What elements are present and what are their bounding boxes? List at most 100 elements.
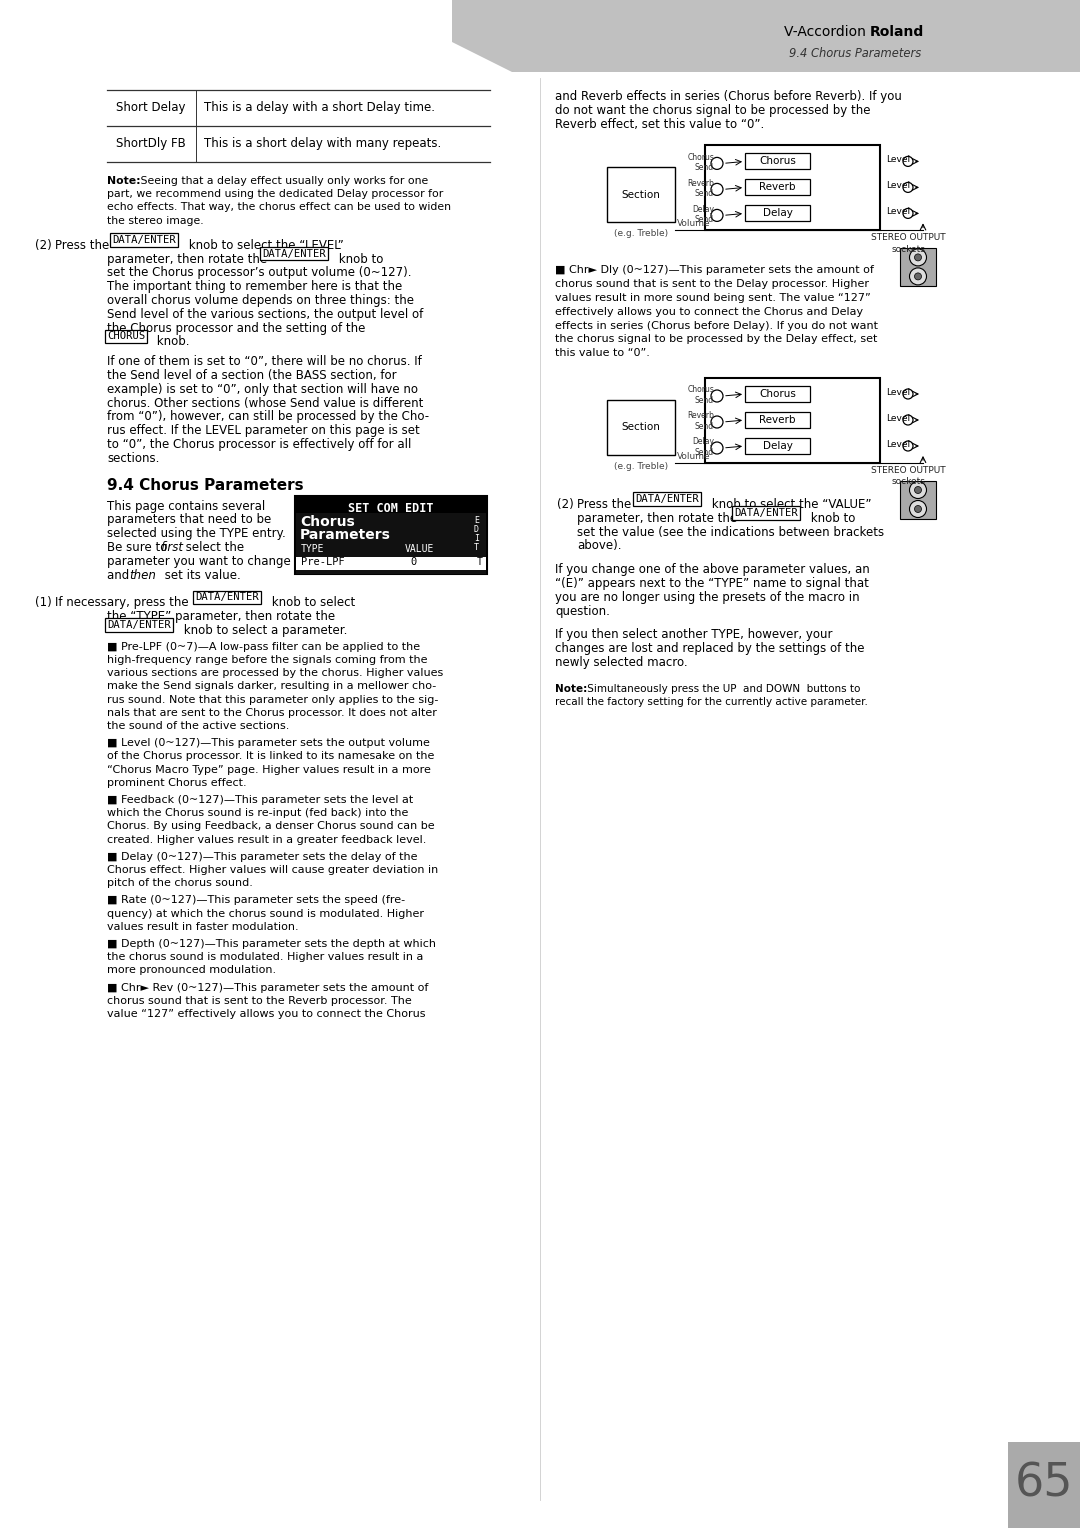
Text: Simultaneously press the UP  and DOWN  buttons to: Simultaneously press the UP and DOWN but… bbox=[584, 685, 861, 694]
Text: T: T bbox=[474, 542, 480, 552]
Text: Level: Level bbox=[886, 208, 910, 217]
Circle shape bbox=[915, 486, 921, 494]
Text: the stereo image.: the stereo image. bbox=[107, 215, 204, 226]
Text: effectively allows you to connect the Chorus and Delay: effectively allows you to connect the Ch… bbox=[555, 307, 863, 316]
Text: ■ Delay (0~127)—This parameter sets the delay of the: ■ Delay (0~127)—This parameter sets the … bbox=[107, 851, 418, 862]
Circle shape bbox=[711, 442, 723, 454]
Text: select the: select the bbox=[183, 541, 244, 555]
Text: If you then select another TYPE, however, your: If you then select another TYPE, however… bbox=[555, 628, 833, 642]
Text: knob to: knob to bbox=[335, 252, 383, 266]
Text: you are no longer using the presets of the macro in: you are no longer using the presets of t… bbox=[555, 591, 860, 604]
Text: ■ Chr► Dly (0~127)—This parameter sets the amount of: ■ Chr► Dly (0~127)—This parameter sets t… bbox=[555, 266, 874, 275]
Circle shape bbox=[903, 442, 913, 451]
Text: chorus. Other sections (whose Send value is different: chorus. Other sections (whose Send value… bbox=[107, 397, 423, 410]
Text: Delay: Delay bbox=[762, 208, 793, 219]
Bar bbox=[900, 249, 936, 286]
Text: Reverb
Send: Reverb Send bbox=[687, 411, 714, 431]
Text: Chorus: Chorus bbox=[300, 515, 354, 529]
Text: Parameters: Parameters bbox=[300, 527, 391, 541]
Circle shape bbox=[915, 274, 921, 280]
Text: values result in faster modulation.: values result in faster modulation. bbox=[107, 921, 299, 932]
Text: Delay
Send: Delay Send bbox=[692, 205, 714, 225]
Circle shape bbox=[909, 249, 927, 266]
Bar bbox=[607, 168, 675, 223]
Text: 9.4 Chorus Parameters: 9.4 Chorus Parameters bbox=[788, 47, 921, 60]
Text: knob to: knob to bbox=[807, 512, 855, 524]
Circle shape bbox=[903, 182, 913, 193]
Text: parameter you want to change: parameter you want to change bbox=[107, 555, 291, 568]
Text: the chorus signal to be processed by the Delay effect, set: the chorus signal to be processed by the… bbox=[555, 335, 877, 344]
Text: nals that are sent to the Chorus processor. It does not alter: nals that are sent to the Chorus process… bbox=[107, 707, 437, 718]
Text: SET COM EDIT: SET COM EDIT bbox=[348, 501, 434, 515]
Text: rus sound. Note that this parameter only applies to the sig-: rus sound. Note that this parameter only… bbox=[107, 695, 438, 704]
Text: quency) at which the chorus sound is modulated. Higher: quency) at which the chorus sound is mod… bbox=[107, 909, 424, 918]
Text: knob.: knob. bbox=[153, 336, 189, 348]
Text: more pronounced modulation.: more pronounced modulation. bbox=[107, 966, 276, 975]
Circle shape bbox=[903, 156, 913, 167]
Text: STEREO OUTPUT
sockets: STEREO OUTPUT sockets bbox=[870, 466, 945, 486]
Text: If one of them is set to “0”, there will be no chorus. If: If one of them is set to “0”, there will… bbox=[107, 354, 422, 368]
Text: If necessary, press the: If necessary, press the bbox=[55, 596, 192, 610]
Text: the “TYPE” parameter, then rotate the: the “TYPE” parameter, then rotate the bbox=[107, 610, 335, 623]
Text: the chorus sound is modulated. Higher values result in a: the chorus sound is modulated. Higher va… bbox=[107, 952, 423, 963]
Text: (e.g. Treble): (e.g. Treble) bbox=[613, 461, 669, 471]
Text: echo effects. That way, the chorus effect can be used to widen: echo effects. That way, the chorus effec… bbox=[107, 202, 451, 212]
Text: which the Chorus sound is re-input (fed back) into the: which the Chorus sound is re-input (fed … bbox=[107, 808, 408, 817]
Text: from “0”), however, can still be processed by the Cho-: from “0”), however, can still be process… bbox=[107, 411, 429, 423]
Text: This page contains several: This page contains several bbox=[107, 500, 266, 512]
Circle shape bbox=[903, 416, 913, 425]
Text: Chorus
Send: Chorus Send bbox=[687, 385, 714, 405]
Text: effects in series (Chorus before Delay). If you do not want: effects in series (Chorus before Delay).… bbox=[555, 321, 878, 330]
Text: example) is set to “0”, only that section will have no: example) is set to “0”, only that sectio… bbox=[107, 384, 418, 396]
Text: set the Chorus processor’s output volume (0~127).: set the Chorus processor’s output volume… bbox=[107, 266, 411, 280]
Text: 9.4 Chorus Parameters: 9.4 Chorus Parameters bbox=[107, 478, 303, 492]
Text: set the value (see the indications between brackets: set the value (see the indications betwe… bbox=[577, 526, 885, 538]
Text: This is a short delay with many repeats.: This is a short delay with many repeats. bbox=[204, 138, 442, 150]
Text: Pre-LPF: Pre-LPF bbox=[301, 556, 345, 567]
Text: DATA/ENTER: DATA/ENTER bbox=[112, 235, 176, 244]
Text: Delay
Send: Delay Send bbox=[692, 437, 714, 457]
Text: part, we recommend using the dedicated Delay processor for: part, we recommend using the dedicated D… bbox=[107, 189, 443, 199]
Text: high-frequency range before the signals coming from the: high-frequency range before the signals … bbox=[107, 656, 428, 665]
Text: of the Chorus processor. It is linked to its namesake on the: of the Chorus processor. It is linked to… bbox=[107, 752, 434, 761]
Text: (2): (2) bbox=[35, 238, 52, 252]
Text: Level: Level bbox=[886, 182, 910, 191]
Text: (2): (2) bbox=[557, 498, 573, 510]
Text: Send level of the various sections, the output level of: Send level of the various sections, the … bbox=[107, 307, 423, 321]
Text: The important thing to remember here is that the: The important thing to remember here is … bbox=[107, 280, 402, 293]
Polygon shape bbox=[453, 0, 1080, 72]
Text: ■ Pre-LPF (0~7)—A low-pass filter can be applied to the: ■ Pre-LPF (0~7)—A low-pass filter can be… bbox=[107, 642, 420, 652]
Text: the Send level of a section (the BASS section, for: the Send level of a section (the BASS se… bbox=[107, 368, 396, 382]
Bar bbox=[1008, 1442, 1080, 1528]
Text: Reverb: Reverb bbox=[759, 416, 796, 425]
Bar bbox=[296, 556, 486, 570]
Bar bbox=[900, 481, 936, 520]
Text: chorus sound that is sent to the Delay processor. Higher: chorus sound that is sent to the Delay p… bbox=[555, 280, 869, 289]
Text: Press the: Press the bbox=[577, 498, 635, 510]
Text: T: T bbox=[477, 556, 483, 567]
Text: DATA/ENTER: DATA/ENTER bbox=[195, 593, 259, 602]
Text: (e.g. Treble): (e.g. Treble) bbox=[613, 229, 669, 238]
Text: overall chorus volume depends on three things: the: overall chorus volume depends on three t… bbox=[107, 293, 414, 307]
Text: parameters that need to be: parameters that need to be bbox=[107, 513, 271, 527]
Circle shape bbox=[909, 481, 927, 498]
Circle shape bbox=[711, 183, 723, 196]
Text: set its value.: set its value. bbox=[161, 568, 241, 582]
Text: to “0”, the Chorus processor is effectively off for all: to “0”, the Chorus processor is effectiv… bbox=[107, 439, 411, 451]
Text: question.: question. bbox=[555, 605, 610, 617]
Circle shape bbox=[915, 254, 921, 261]
Text: Volume: Volume bbox=[677, 452, 711, 461]
Bar bbox=[295, 495, 487, 573]
Text: ■ Depth (0~127)—This parameter sets the depth at which: ■ Depth (0~127)—This parameter sets the … bbox=[107, 940, 436, 949]
Text: parameter, then rotate the: parameter, then rotate the bbox=[577, 512, 741, 524]
Text: this value to “0”.: this value to “0”. bbox=[555, 348, 650, 358]
Bar bbox=[745, 153, 810, 170]
Circle shape bbox=[903, 390, 913, 399]
Text: various sections are processed by the chorus. Higher values: various sections are processed by the ch… bbox=[107, 668, 443, 678]
Text: ■ Level (0~127)—This parameter sets the output volume: ■ Level (0~127)—This parameter sets the … bbox=[107, 738, 430, 749]
Circle shape bbox=[711, 157, 723, 170]
Text: DATA/ENTER: DATA/ENTER bbox=[734, 507, 798, 518]
Text: This is a delay with a short Delay time.: This is a delay with a short Delay time. bbox=[204, 101, 435, 115]
Text: prominent Chorus effect.: prominent Chorus effect. bbox=[107, 778, 246, 788]
Bar bbox=[745, 179, 810, 196]
